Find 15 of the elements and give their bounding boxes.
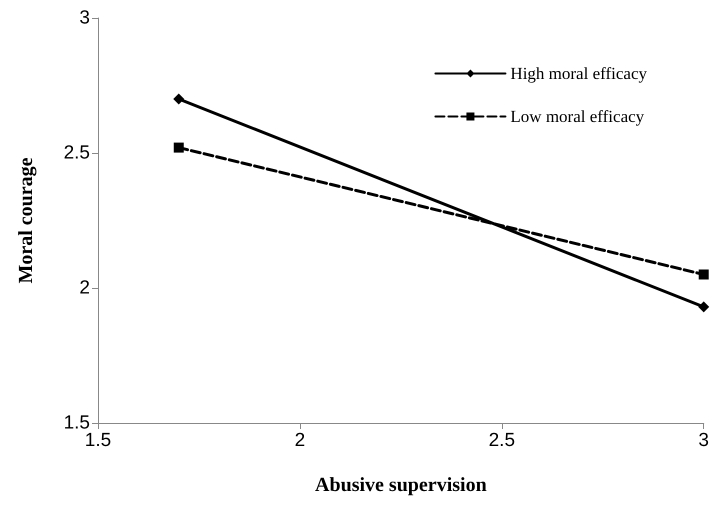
legend-label: Low moral efficacy [510,107,645,126]
x-tick-label: 2.5 [488,430,516,451]
y-tick-label: 2 [79,278,90,298]
y-tick-label: 2.5 [64,142,90,164]
point [698,270,709,280]
legend-label: High moral efficacy [510,64,648,83]
point [698,301,710,312]
y-axis-title: Moral courage [15,157,37,284]
x-tick-label: 2 [294,430,306,451]
y-tick-label: 3 [79,8,90,28]
x-tick-label: 3 [698,430,710,451]
x-axis-title: Abusive supervision [315,474,487,496]
y-tick-label: 1.5 [64,412,90,434]
point [173,94,184,104]
point [174,142,184,153]
